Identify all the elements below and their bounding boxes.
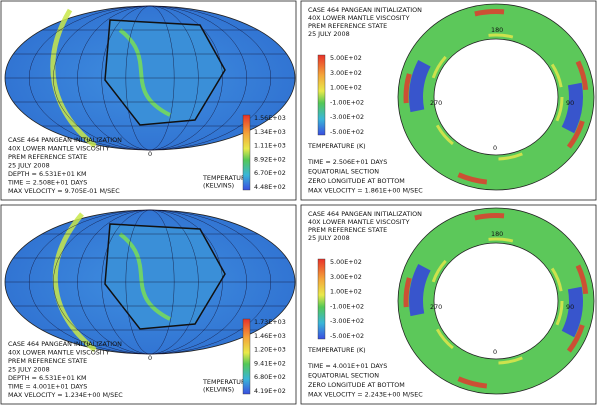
colorbar [242, 318, 251, 395]
caption-line: MAX VELOCITY = 1.234E+00 M/SEC [8, 391, 123, 399]
colorbar-label: 1.34E+03 [254, 128, 286, 136]
colorbar-label: 5.00E+02 [330, 258, 362, 266]
colorbar-title: TEMPERATURE (K) [307, 346, 366, 354]
zero-label: 0 [148, 150, 152, 158]
colorbar-label: 9.41E+02 [254, 359, 286, 367]
colorbar-label: 1.00E+02 [330, 84, 362, 92]
direction-label: 90 [566, 303, 574, 311]
colorbar-label: 1.20E+03 [254, 346, 286, 354]
colorbar-label: 3.00E+02 [330, 273, 362, 281]
section-ring [397, 207, 595, 395]
caption-line: 25 JULY 2008 [8, 162, 50, 170]
colorbar-label: 4.19E+02 [254, 387, 286, 395]
hot-band [50, 8, 97, 148]
caption-line: ZERO LONGITUDE AT BOTTOM [308, 177, 405, 185]
colorbar-title: TEMPERATURE (K) [307, 142, 366, 150]
section-ring [397, 3, 595, 191]
colorbar-label: -1.00E+02 [330, 98, 364, 106]
header-line: 40X LOWER MANTLE VISCOSITY [308, 218, 410, 226]
colorbar-label: -1.00E+02 [330, 302, 364, 310]
hot-band [52, 212, 97, 352]
caption-line: TIME = 4.001E+01 DAYS [7, 383, 87, 391]
caption-line: MAX VELOCITY = 9.705E-01 M/SEC [8, 187, 120, 195]
header-line: PREM REFERENCE STATE [308, 226, 387, 234]
warm-band [118, 28, 171, 117]
colorbar-label: -5.00E+02 [330, 128, 364, 136]
caption-line: 25 JULY 2008 [8, 366, 50, 374]
cold-band [409, 218, 583, 384]
colorbar-label: 1.73E+03 [254, 318, 286, 326]
direction-label: 180 [491, 26, 503, 34]
colorbar-title: (KELVINS) [203, 182, 234, 190]
zero-label: 0 [148, 354, 152, 362]
colorbar-label: 4.48E+02 [254, 183, 286, 191]
colorbar-label: 6.70E+02 [254, 169, 286, 177]
colorbar-label: 6.80E+02 [254, 373, 286, 381]
colorbar [242, 114, 251, 191]
caption-line: PREM REFERENCE STATE [8, 357, 87, 365]
colorbar-label: -3.00E+02 [330, 317, 364, 325]
caption-line: MAX VELOCITY = 2.243E+00 M/SEC [308, 391, 423, 399]
caption-line: EQUATORIAL SECTION [308, 168, 379, 176]
header-line: CASE 464 PANGEAN INITIALIZATION [308, 6, 422, 14]
caption-line: 40X LOWER MANTLE VISCOSITY [8, 145, 110, 153]
panel-border [0, 0, 297, 201]
header-line: 25 JULY 2008 [308, 30, 350, 38]
caption-line: MAX VELOCITY = 1.861E+00 M/SEC [308, 187, 423, 195]
colorbar-label: 3.00E+02 [330, 69, 362, 77]
warm-band [428, 33, 564, 161]
direction-label: 90 [566, 99, 574, 107]
direction-label: 270 [430, 99, 442, 107]
caption-line: DEPTH = 6.531E+01 KM [8, 170, 87, 178]
colorbar [317, 258, 326, 340]
colorbar-title: TEMPERATURE [202, 378, 249, 386]
colorbar-label: 1.11E+03 [254, 142, 286, 150]
hot-band [403, 213, 589, 389]
panel-border [0, 204, 297, 405]
panel-border [300, 0, 597, 201]
colorbar-label: 1.56E+03 [254, 114, 286, 122]
caption-line: CASE 464 PANGEAN INITIALIZATION [8, 136, 122, 144]
colorbar-title: (KELVINS) [203, 386, 234, 394]
colorbar-label: -5.00E+02 [330, 332, 364, 340]
panel-border [300, 204, 597, 405]
warm-band [118, 232, 171, 321]
caption-line: TIME = 2.506E+01 DAYS [307, 158, 387, 166]
colorbar-label: 1.46E+03 [254, 332, 286, 340]
colorbar [317, 54, 326, 136]
colorbar-label: 8.92E+02 [254, 155, 286, 163]
caption-line: PREM REFERENCE STATE [8, 153, 87, 161]
caption-line: TIME = 2.508E+01 DAYS [7, 179, 87, 187]
direction-label: 270 [430, 303, 442, 311]
direction-label: 180 [491, 230, 503, 238]
caption-line: TIME = 4.001E+01 DAYS [307, 362, 387, 370]
colorbar-label: 5.00E+02 [330, 54, 362, 62]
direction-label: 0 [493, 144, 497, 152]
direction-label: 0 [493, 348, 497, 356]
cold-band [409, 14, 583, 180]
header-line: 25 JULY 2008 [308, 234, 350, 242]
colorbar-title: TEMPERATURE [202, 174, 249, 182]
header-line: CASE 464 PANGEAN INITIALIZATION [308, 210, 422, 218]
caption-line: 40X LOWER MANTLE VISCOSITY [8, 349, 110, 357]
caption-line: ZERO LONGITUDE AT BOTTOM [308, 381, 405, 389]
caption-line: CASE 464 PANGEAN INITIALIZATION [8, 340, 122, 348]
hot-band [403, 9, 589, 185]
colorbar-label: -3.00E+02 [330, 113, 364, 121]
header-line: 40X LOWER MANTLE VISCOSITY [308, 14, 410, 22]
colorbar-label: 1.00E+02 [330, 288, 362, 296]
caption-line: EQUATORIAL SECTION [308, 372, 379, 380]
caption-line: DEPTH = 6.531E+01 KM [8, 374, 87, 382]
header-line: PREM REFERENCE STATE [308, 22, 387, 30]
warm-band [428, 237, 564, 365]
